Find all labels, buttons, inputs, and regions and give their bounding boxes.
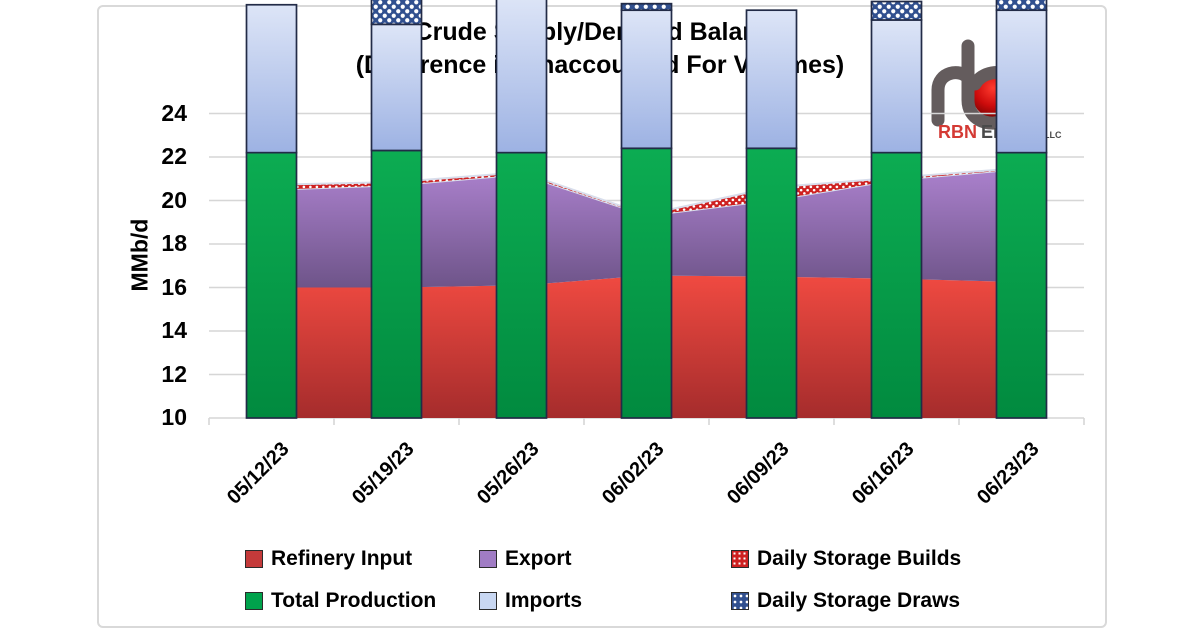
legend-item-total-production: Total Production [245, 589, 436, 613]
bar-total-production [495, 151, 548, 419]
bar-imports [870, 19, 923, 154]
bar-total-production [620, 147, 673, 419]
bar-total-production [870, 151, 923, 419]
bar-total-production [370, 149, 423, 419]
legend-label: Total Production [271, 589, 437, 612]
bar-daily-storage-draws [870, 0, 923, 21]
y-tick-label: 16 [161, 273, 187, 300]
y-tick-label: 14 [161, 317, 187, 343]
bar-imports [245, 3, 298, 154]
legend-label: Export [505, 547, 572, 570]
legend-label: Daily Storage Builds [757, 547, 962, 570]
area-daily-storage-builds [247, 167, 1022, 216]
legend-swatch-solid-purple [479, 550, 497, 568]
legend-swatch-pattern-red-dots [731, 550, 749, 568]
chart-title-line1: Crude Supply/Demand Balance [414, 18, 786, 46]
y-tick-label: 22 [161, 143, 187, 169]
legend-swatch-solid-lightblue [479, 592, 497, 610]
bar-total-production [995, 151, 1048, 419]
bar-total-production [745, 147, 798, 419]
legend-swatch-pattern-blue-dots [731, 592, 749, 610]
bar-imports [745, 9, 798, 150]
legend-label: Imports [505, 589, 583, 612]
bar-daily-storage-draws [620, 2, 673, 12]
bar-imports [995, 9, 1048, 154]
bar-imports [620, 9, 673, 150]
y-tick-label: 24 [161, 99, 187, 126]
bar-daily-storage-draws [370, 0, 423, 26]
y-tick-label: 12 [161, 360, 187, 387]
bar-imports [370, 23, 423, 152]
legend-label: Refinery Input [271, 547, 413, 570]
legend-item-imports: Imports [479, 589, 582, 613]
legend-swatch-solid-red [245, 550, 263, 568]
y-tick-label: 18 [161, 230, 187, 256]
legend-label: Daily Storage Draws [757, 589, 961, 612]
bar-imports [495, 0, 548, 154]
bar-daily-storage-draws [995, 0, 1048, 12]
logo-text-llc: LLC [1044, 130, 1062, 140]
legend-item-export: Export [479, 547, 572, 571]
logo-text-rbn: RBN [938, 122, 977, 142]
legend-item-refinery-input: Refinery Input [245, 547, 412, 571]
y-tick-label: 10 [161, 404, 187, 430]
bar-total-production [245, 151, 298, 419]
legend-item-daily-storage-builds: Daily Storage Builds [731, 547, 961, 571]
y-tick-label: 20 [161, 186, 187, 213]
legend-item-daily-storage-draws: Daily Storage Draws [731, 589, 960, 613]
legend-swatch-solid-green [245, 592, 263, 610]
